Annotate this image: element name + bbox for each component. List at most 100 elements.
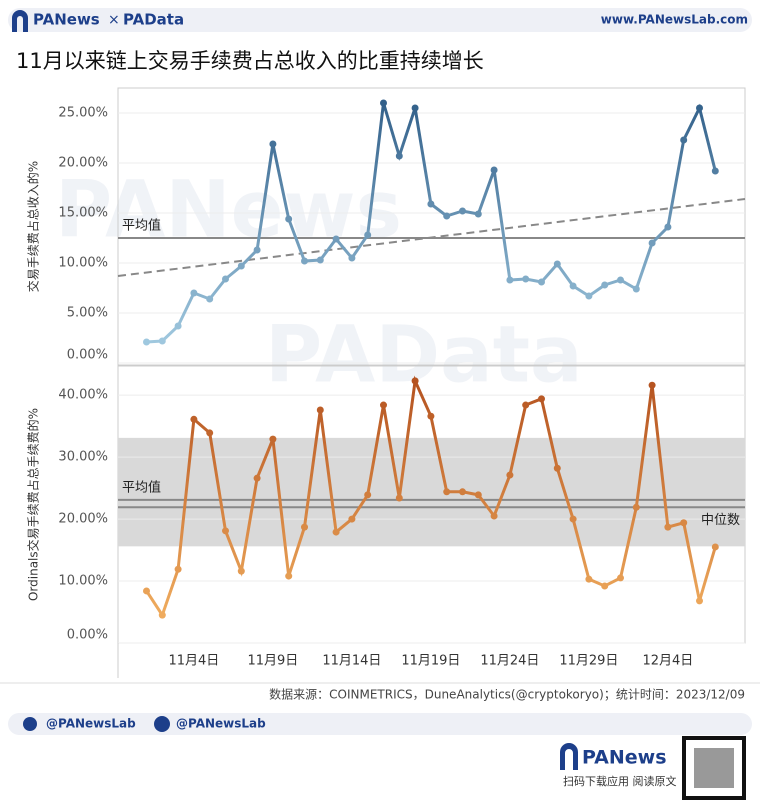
point	[332, 528, 340, 536]
plot: 0.00% 5.00% 10.00% 15.00% 20.00% 25.00% 交易手续费占…	[26, 87, 746, 678]
twitter: @PANewsLab	[46, 717, 136, 731]
x-tick-label: 11月19日	[401, 654, 460, 669]
point	[380, 99, 387, 107]
x-tick-label: 12月4日	[642, 654, 693, 669]
app-note: 扫码下载应用 阅读原文	[563, 774, 677, 788]
point	[585, 292, 593, 300]
point	[174, 565, 182, 573]
point	[443, 212, 451, 220]
point	[237, 262, 245, 270]
point	[395, 152, 403, 160]
point	[285, 572, 293, 580]
y-tick-label: 10.00%	[58, 574, 108, 589]
y-tick-label: 0.00%	[67, 348, 108, 363]
brand: PANews	[33, 11, 100, 29]
average-label: 平均值	[122, 218, 161, 234]
facebook-icon	[154, 716, 170, 732]
iqr-band	[118, 437, 745, 547]
y-tick-label: 5.00%	[67, 306, 108, 321]
y-tick-label: 0.00%	[67, 628, 108, 643]
point	[490, 512, 498, 520]
point	[301, 523, 308, 531]
x-tick-label: 11月29日	[559, 654, 618, 669]
point	[522, 401, 530, 409]
point	[206, 295, 214, 303]
point	[601, 582, 609, 590]
point	[427, 200, 435, 208]
point	[411, 377, 419, 385]
point	[490, 166, 498, 174]
point	[617, 574, 624, 582]
point	[269, 435, 277, 443]
point	[427, 412, 435, 420]
point	[364, 491, 372, 499]
y-tick-label: 20.00%	[58, 512, 108, 527]
point	[553, 464, 561, 472]
point	[569, 515, 577, 523]
twitter-icon	[23, 717, 37, 731]
point	[190, 415, 198, 423]
point	[411, 104, 419, 112]
y-tick-label: 25.00%	[58, 106, 108, 121]
point	[143, 587, 150, 595]
median-label: 中位数	[701, 513, 740, 528]
point	[174, 322, 182, 330]
point	[522, 275, 530, 283]
point	[269, 140, 277, 148]
point	[222, 527, 229, 535]
y-tick-label: 15.00%	[58, 206, 108, 221]
source: 数据来源：COINMETRICS，DuneAnalytics(@cryptoko…	[269, 687, 745, 702]
point	[474, 491, 482, 499]
point	[301, 257, 308, 265]
x-tick-label: 11月24日	[480, 654, 539, 669]
point	[158, 611, 166, 619]
point	[143, 338, 150, 346]
point	[348, 254, 356, 262]
point	[459, 488, 466, 496]
point	[680, 136, 688, 144]
point	[711, 543, 719, 551]
facebook: @PANewsLab	[176, 717, 266, 731]
chart-title: 11月以来链上交易手续费占总收入的比重持续增长	[16, 49, 484, 73]
point	[664, 523, 672, 531]
site: www.PANewsLab.com	[601, 13, 748, 27]
point	[696, 597, 703, 605]
y-tick-label: 10.00%	[58, 256, 108, 271]
point	[664, 223, 672, 231]
x-tick-label: 11月14日	[322, 654, 381, 669]
point	[158, 337, 166, 345]
point	[443, 488, 451, 496]
point	[206, 429, 214, 437]
point	[190, 289, 198, 297]
point	[680, 519, 688, 527]
watermark: PAData	[265, 310, 583, 400]
brand-sep: ×	[108, 12, 120, 28]
point	[380, 401, 387, 409]
point	[648, 239, 656, 247]
point	[538, 278, 545, 286]
point	[332, 235, 340, 243]
y-tick-label: 40.00%	[58, 388, 108, 403]
average-label: 平均值	[122, 479, 161, 495]
point	[648, 381, 656, 389]
qr-code-inner	[694, 748, 734, 788]
y-axis-label: 交易手续费占总收入的%	[26, 161, 41, 292]
point	[538, 395, 545, 403]
brand: PAData	[123, 11, 184, 29]
y-axis-label: Ordinals交易手续费占总手续费的%	[26, 408, 41, 601]
point	[696, 104, 703, 112]
point	[632, 285, 640, 293]
header-bar	[8, 8, 752, 32]
point	[253, 246, 261, 254]
app-name: PANews	[582, 747, 667, 769]
point	[348, 515, 356, 523]
point	[395, 494, 403, 502]
point	[253, 474, 261, 482]
logo	[12, 10, 28, 32]
x-tick-label: 11月4日	[168, 654, 219, 669]
y-tick-label: 30.00%	[58, 450, 108, 465]
point	[474, 210, 482, 218]
point	[316, 256, 324, 264]
point	[506, 471, 514, 479]
x-tick-label: 11月9日	[247, 654, 298, 669]
